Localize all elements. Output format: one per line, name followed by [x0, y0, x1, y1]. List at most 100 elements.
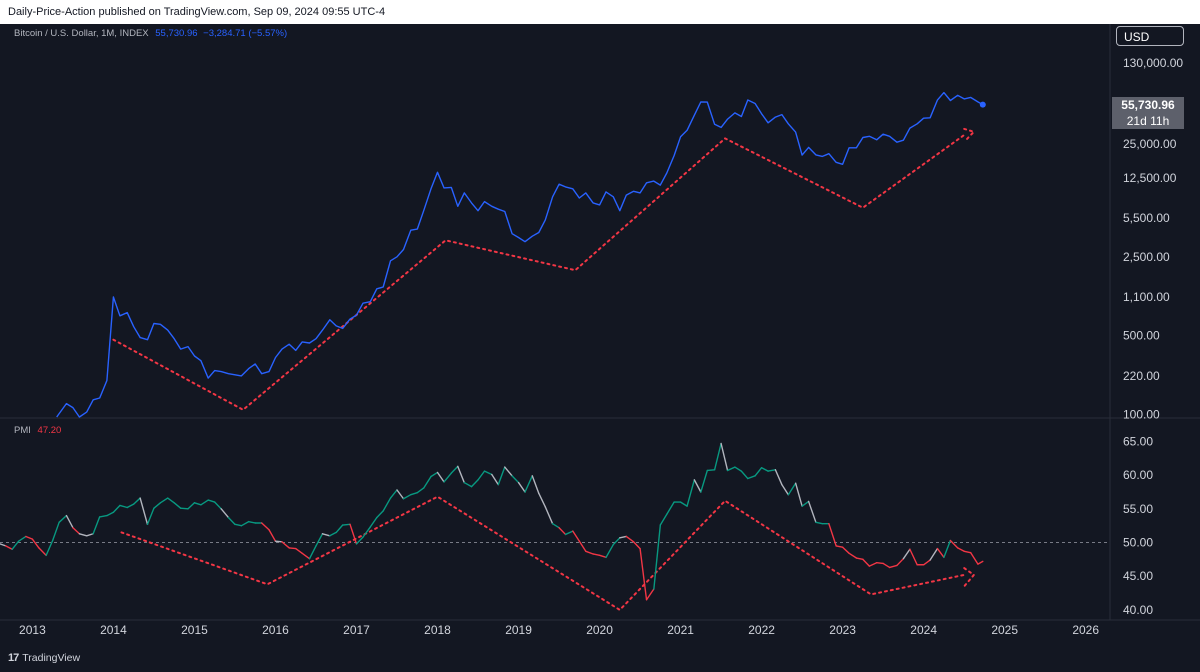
pmi-segment — [65, 514, 74, 529]
pmi-segment — [713, 442, 722, 471]
time-axis-tick-label: 2026 — [1072, 623, 1099, 637]
pmi-segment — [639, 547, 648, 601]
pmi-segment — [17, 535, 27, 542]
pmi-segment — [410, 491, 418, 496]
pmi-segment — [531, 475, 540, 495]
pmi-segment — [572, 530, 581, 542]
pmi-segment — [625, 535, 635, 543]
pmi-segment — [4, 545, 13, 550]
pmi-segment — [119, 504, 128, 509]
symbol-legend: Bitcoin / U.S. Dollar, 1M, INDEX 55,730.… — [14, 28, 287, 39]
pmi-segment — [598, 554, 607, 559]
pmi-segment — [308, 545, 317, 560]
pmi-segment — [659, 513, 668, 526]
pmi-segment — [835, 545, 844, 548]
pmi-segment — [126, 503, 135, 509]
btc-axis-tick-label: 2,500.00 — [1123, 250, 1170, 264]
pmi-segment — [396, 489, 405, 500]
btc-price-line — [56, 91, 986, 418]
pmi-segment — [551, 522, 560, 529]
grid-lines — [0, 24, 1200, 621]
pmi-segment — [645, 588, 655, 601]
pmi-segment — [592, 553, 601, 557]
pmi-axis-tick-label: 40.00 — [1123, 603, 1153, 617]
pmi-segment — [450, 465, 459, 474]
pmi-segment — [98, 514, 108, 518]
pmi-axis-tick-label: 65.00 — [1123, 434, 1153, 448]
pmi-segment — [78, 533, 88, 537]
pmi-segment — [355, 536, 364, 545]
pmi-segment — [787, 482, 797, 496]
pmi-segment — [491, 473, 499, 486]
btc-axis-tick-label: 100.00 — [1123, 407, 1160, 421]
pmi-segment — [106, 511, 115, 517]
publish-header: Daily-Price-Action published on TradingV… — [0, 0, 1200, 24]
pmi-segment — [693, 479, 702, 493]
pmi-segment — [956, 547, 965, 552]
pmi-segment — [963, 550, 972, 554]
time-axis-tick-label: 2015 — [181, 623, 208, 637]
time-axis-tick-label: 2025 — [991, 623, 1018, 637]
pmi-segment — [139, 497, 149, 526]
btc-price-axis: 130,000.00 25,000.00 12,500.00 5,500.00 2,50… — [1123, 56, 1183, 421]
pmi-segment — [774, 469, 783, 486]
pmi-segment — [369, 516, 378, 528]
pmi-segment — [564, 530, 574, 536]
tradingview-logo[interactable]: 17 TradingView — [8, 652, 80, 664]
pmi-segment — [794, 482, 803, 507]
pmi-segment — [896, 557, 905, 567]
pmi-legend: PMI 47.20 — [14, 425, 61, 436]
pmi-segment — [329, 531, 337, 537]
pmi-segment — [443, 472, 452, 483]
pmi-segment — [862, 558, 871, 567]
pmi-value: 47.20 — [37, 425, 62, 436]
pmi-segment — [855, 557, 864, 561]
pmi-segment — [740, 470, 749, 480]
pmi-segment — [179, 507, 189, 510]
pmi-segment — [969, 551, 979, 565]
pmi-segment — [497, 466, 506, 486]
pmi-segment — [193, 502, 202, 506]
time-axis-tick-label: 2023 — [829, 623, 856, 637]
pmi-segment — [578, 540, 587, 552]
pmi-segment — [362, 526, 371, 538]
pmi-segment — [274, 540, 283, 543]
chart-canvas[interactable]: 130,000.00 25,000.00 12,500.00 5,500.00 2,50… — [0, 0, 1200, 648]
pmi-segment — [936, 547, 945, 559]
pmi-segment — [315, 533, 324, 547]
pmi-axis: 65.00 60.00 55.00 50.00 45.00 40.00 — [1123, 434, 1153, 616]
pmi-axis-tick-label: 50.00 — [1123, 536, 1153, 550]
pmi-segment — [281, 541, 290, 549]
pmi-segment — [524, 475, 534, 493]
pmi-segment — [268, 529, 277, 542]
pmi-segment — [321, 533, 331, 537]
pmi-segment — [349, 523, 358, 545]
pmi-segment — [214, 501, 222, 510]
pmi-segment — [882, 562, 891, 569]
pmi-segment — [781, 483, 790, 496]
pmi-segment — [132, 497, 141, 505]
currency-button[interactable]: USD — [1116, 26, 1184, 46]
symbol-name: Bitcoin / U.S. Dollar, 1M, INDEX — [14, 28, 149, 39]
pmi-segment — [888, 564, 898, 569]
trend-guides — [112, 127, 976, 612]
time-axis: 2013 2014 2015 2016 2017 2018 2019 2020 2021 2022… — [19, 623, 1099, 637]
pmi-segment — [632, 541, 641, 550]
pmi-segment — [504, 466, 513, 477]
pmi-segment — [558, 527, 567, 536]
price-tag: 55,730.96 21d 11h — [1112, 97, 1184, 129]
pmi-segment — [653, 524, 662, 590]
pmi-segment — [922, 559, 931, 566]
pmi-segment — [612, 537, 621, 546]
pmi-segment — [227, 516, 236, 526]
pmi-segment — [207, 499, 216, 503]
pmi-segment — [25, 535, 34, 540]
btc-axis-tick-label: 12,500.00 — [1123, 171, 1177, 185]
pmi-segment — [463, 481, 473, 488]
pmi-dotted-trend — [120, 495, 966, 612]
footer-bar — [0, 648, 1200, 672]
pmi-segment — [902, 548, 911, 560]
pmi-segment — [760, 467, 769, 472]
pmi-segment — [477, 470, 486, 481]
pmi-axis-tick-label: 60.00 — [1123, 468, 1153, 482]
